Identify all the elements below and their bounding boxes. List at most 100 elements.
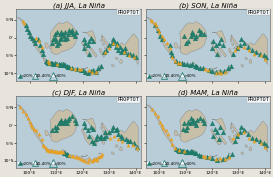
Polygon shape bbox=[43, 146, 68, 156]
Polygon shape bbox=[172, 146, 197, 156]
Polygon shape bbox=[146, 105, 174, 147]
Polygon shape bbox=[104, 134, 110, 137]
Polygon shape bbox=[219, 48, 227, 57]
Polygon shape bbox=[233, 134, 240, 137]
Polygon shape bbox=[219, 136, 227, 145]
Polygon shape bbox=[179, 47, 181, 49]
Legend: <20%, 20-40%, >40%: <20%, 20-40%, >40% bbox=[148, 74, 196, 79]
Title: (a) JJA, La Niña: (a) JJA, La Niña bbox=[53, 2, 105, 9]
Polygon shape bbox=[211, 129, 221, 145]
Polygon shape bbox=[82, 118, 96, 130]
Title: (c) DJF, La Niña: (c) DJF, La Niña bbox=[52, 90, 105, 96]
Polygon shape bbox=[101, 36, 109, 47]
Legend: <20%, 20-40%, >40%: <20%, 20-40%, >40% bbox=[148, 161, 196, 166]
Polygon shape bbox=[100, 127, 102, 129]
Polygon shape bbox=[249, 59, 252, 63]
Polygon shape bbox=[92, 156, 102, 161]
Polygon shape bbox=[81, 41, 92, 57]
Polygon shape bbox=[63, 62, 65, 64]
Polygon shape bbox=[100, 52, 105, 57]
Polygon shape bbox=[241, 152, 244, 155]
Polygon shape bbox=[180, 109, 207, 142]
Polygon shape bbox=[241, 121, 268, 152]
Text: PROPTOT: PROPTOT bbox=[247, 10, 269, 15]
Polygon shape bbox=[81, 155, 88, 157]
Polygon shape bbox=[232, 43, 234, 46]
Legend: <20%, 20-40%, >40%: <20%, 20-40%, >40% bbox=[19, 74, 67, 79]
Polygon shape bbox=[231, 35, 232, 38]
Polygon shape bbox=[17, 17, 45, 59]
Polygon shape bbox=[116, 57, 118, 60]
Polygon shape bbox=[249, 147, 252, 151]
Polygon shape bbox=[49, 134, 52, 137]
Polygon shape bbox=[197, 67, 200, 68]
Polygon shape bbox=[211, 155, 217, 157]
Polygon shape bbox=[221, 68, 232, 73]
Polygon shape bbox=[120, 59, 122, 63]
Polygon shape bbox=[231, 36, 239, 47]
Polygon shape bbox=[50, 109, 77, 142]
Polygon shape bbox=[116, 145, 118, 147]
Polygon shape bbox=[232, 130, 234, 133]
Polygon shape bbox=[99, 65, 101, 66]
Polygon shape bbox=[112, 64, 114, 67]
Polygon shape bbox=[172, 58, 197, 68]
Polygon shape bbox=[43, 58, 68, 68]
Polygon shape bbox=[49, 47, 52, 49]
Polygon shape bbox=[179, 134, 181, 137]
Text: PROPTOT: PROPTOT bbox=[118, 10, 140, 15]
Polygon shape bbox=[230, 39, 232, 42]
Polygon shape bbox=[245, 145, 248, 147]
Polygon shape bbox=[101, 123, 109, 134]
Polygon shape bbox=[45, 130, 48, 136]
Polygon shape bbox=[81, 129, 92, 145]
Polygon shape bbox=[200, 67, 229, 75]
Polygon shape bbox=[192, 150, 195, 151]
Polygon shape bbox=[212, 30, 225, 43]
Text: PROPTOT: PROPTOT bbox=[118, 97, 140, 102]
Polygon shape bbox=[231, 122, 232, 125]
Polygon shape bbox=[100, 139, 105, 145]
Polygon shape bbox=[99, 48, 102, 51]
Polygon shape bbox=[241, 64, 244, 67]
Polygon shape bbox=[104, 47, 110, 49]
Polygon shape bbox=[99, 153, 101, 154]
Polygon shape bbox=[174, 130, 178, 136]
Polygon shape bbox=[82, 30, 96, 43]
Legend: <20%, 20-40%, >40%: <20%, 20-40%, >40% bbox=[19, 161, 67, 166]
Polygon shape bbox=[99, 136, 102, 139]
Polygon shape bbox=[112, 121, 138, 152]
Polygon shape bbox=[229, 136, 231, 139]
Title: (d) MAM, La Niña: (d) MAM, La Niña bbox=[178, 90, 238, 96]
Polygon shape bbox=[228, 65, 231, 66]
Polygon shape bbox=[233, 47, 240, 49]
Polygon shape bbox=[112, 152, 114, 155]
Polygon shape bbox=[81, 67, 88, 69]
Polygon shape bbox=[180, 21, 207, 55]
Polygon shape bbox=[102, 130, 104, 133]
Polygon shape bbox=[68, 154, 71, 156]
Polygon shape bbox=[71, 155, 100, 163]
Polygon shape bbox=[45, 43, 48, 48]
Polygon shape bbox=[63, 150, 65, 151]
Polygon shape bbox=[17, 105, 45, 147]
Polygon shape bbox=[89, 136, 97, 145]
Polygon shape bbox=[89, 48, 97, 57]
Polygon shape bbox=[211, 41, 221, 57]
Polygon shape bbox=[229, 48, 231, 51]
Polygon shape bbox=[241, 34, 268, 64]
Polygon shape bbox=[229, 52, 235, 57]
Polygon shape bbox=[211, 67, 217, 69]
Polygon shape bbox=[228, 153, 231, 154]
Polygon shape bbox=[146, 17, 174, 59]
Polygon shape bbox=[50, 21, 77, 55]
Polygon shape bbox=[92, 68, 102, 73]
Polygon shape bbox=[212, 118, 225, 130]
Polygon shape bbox=[120, 147, 122, 151]
Polygon shape bbox=[68, 67, 71, 68]
Polygon shape bbox=[174, 43, 178, 48]
Text: PROPTOT: PROPTOT bbox=[247, 97, 269, 102]
Polygon shape bbox=[192, 62, 195, 64]
Polygon shape bbox=[230, 127, 232, 129]
Polygon shape bbox=[197, 154, 200, 156]
